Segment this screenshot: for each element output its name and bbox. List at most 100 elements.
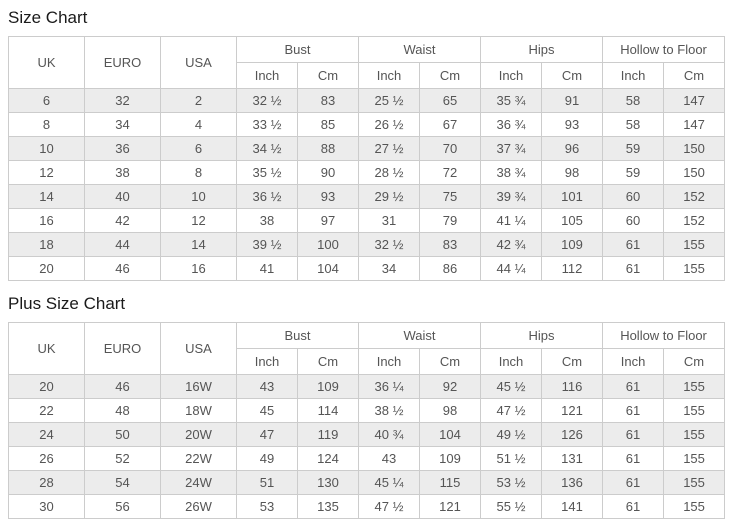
column-group-header: Hips xyxy=(480,36,604,63)
table-cell: 56 xyxy=(84,494,161,519)
table-cell: 88 xyxy=(296,136,360,161)
table-cell: 101 xyxy=(541,184,604,209)
subcolumn-header: Cm xyxy=(296,348,360,375)
table-cell: 115 xyxy=(419,470,482,495)
table-cell: 147 xyxy=(663,88,726,113)
table-cell: 93 xyxy=(296,184,360,209)
table-cell: 42 xyxy=(84,208,161,233)
table-cell: 39 ¾ xyxy=(480,184,543,209)
table-cell: 97 xyxy=(296,208,360,233)
table-row: 30 56 26W 53 135 47 ½ 121 55 ½ 141 61 155 xyxy=(8,494,726,519)
table-cell: 59 xyxy=(602,160,665,185)
table-cell: 39 ½ xyxy=(236,232,298,257)
table-cell: 91 xyxy=(541,88,604,113)
table-cell: 30 xyxy=(8,494,85,519)
table-cell: 155 xyxy=(663,422,726,447)
table-cell: 155 xyxy=(663,494,726,519)
table-cell: 58 xyxy=(602,88,665,113)
table-cell: 34 ½ xyxy=(236,136,298,161)
table-cell: 32 ½ xyxy=(358,232,421,257)
table-row: 18 44 14 39 ½ 100 32 ½ 83 42 ¾ 109 61 155 xyxy=(8,232,726,257)
table-cell: 49 ½ xyxy=(480,422,543,447)
table-row: 26 52 22W 49 124 43 109 51 ½ 131 61 155 xyxy=(8,446,726,471)
table-cell: 10 xyxy=(8,136,85,161)
table-cell: 37 ¾ xyxy=(480,136,543,161)
table-cell: 51 xyxy=(236,470,298,495)
table-cell: 38 xyxy=(236,208,298,233)
table-cell: 152 xyxy=(663,208,726,233)
subcolumn-header: Inch xyxy=(480,62,543,89)
table-cell: 152 xyxy=(663,184,726,209)
table-cell: 8 xyxy=(160,160,237,185)
table-cell: 109 xyxy=(296,374,360,399)
table-cell: 105 xyxy=(541,208,604,233)
table-cell: 29 ½ xyxy=(358,184,421,209)
table-cell: 112 xyxy=(541,256,604,281)
table-row: 22 48 18W 45 114 38 ½ 98 47 ½ 121 61 155 xyxy=(8,398,726,423)
table-cell: 52 xyxy=(84,446,161,471)
table-cell: 36 ¼ xyxy=(358,374,421,399)
table-cell: 47 ½ xyxy=(480,398,543,423)
table-cell: 47 ½ xyxy=(358,494,421,519)
table-cell: 20W xyxy=(160,422,237,447)
table-row: 12 38 8 35 ½ 90 28 ½ 72 38 ¾ 98 59 150 xyxy=(8,160,726,185)
subcolumn-header: Cm xyxy=(663,348,726,375)
table-cell: 61 xyxy=(602,446,665,471)
table-cell: 45 xyxy=(236,398,298,423)
table-cell: 61 xyxy=(602,470,665,495)
table-cell: 35 ¾ xyxy=(480,88,543,113)
table-cell: 70 xyxy=(419,136,482,161)
table-cell: 150 xyxy=(663,136,726,161)
subcolumn-header: Cm xyxy=(419,348,482,375)
table-cell: 59 xyxy=(602,136,665,161)
table-cell: 38 ½ xyxy=(358,398,421,423)
table-cell: 150 xyxy=(663,160,726,185)
table-cell: 90 xyxy=(296,160,360,185)
table-cell: 36 ¾ xyxy=(480,112,543,137)
table-cell: 10 xyxy=(160,184,237,209)
subcolumn-header: Inch xyxy=(236,348,298,375)
table-cell: 60 xyxy=(602,184,665,209)
table-cell: 22W xyxy=(160,446,237,471)
table-cell: 141 xyxy=(541,494,604,519)
table-cell: 14 xyxy=(160,232,237,257)
table-cell: 26W xyxy=(160,494,237,519)
table-cell: 67 xyxy=(419,112,482,137)
table-cell: 54 xyxy=(84,470,161,495)
table-cell: 136 xyxy=(541,470,604,495)
column-group-header: Waist xyxy=(358,36,482,63)
table-row: 16 42 12 38 97 31 79 41 ¼ 105 60 152 xyxy=(8,208,726,233)
table-cell: 121 xyxy=(419,494,482,519)
size-chart-section: Size Chart UK EURO USA Bust Waist Hips Hollow … xyxy=(8,8,730,281)
table-cell: 32 ½ xyxy=(236,88,298,113)
table-cell: 83 xyxy=(419,232,482,257)
table-cell: 96 xyxy=(541,136,604,161)
table-cell: 61 xyxy=(602,422,665,447)
table-cell: 6 xyxy=(8,88,85,113)
table-cell: 155 xyxy=(663,470,726,495)
table-row: 6 32 2 32 ½ 83 25 ½ 65 35 ¾ 91 58 147 xyxy=(8,88,726,113)
table-cell: 46 xyxy=(84,374,161,399)
size-chart-table: UK EURO USA Bust Waist Hips Hollow to Floor Inc… xyxy=(8,36,726,281)
table-cell: 75 xyxy=(419,184,482,209)
table-row: 20 46 16W 43 109 36 ¼ 92 45 ½ 116 61 155 xyxy=(8,374,726,399)
table-cell: 155 xyxy=(663,398,726,423)
table-cell: 98 xyxy=(541,160,604,185)
table-cell: 155 xyxy=(663,256,726,281)
table-cell: 34 xyxy=(358,256,421,281)
table-cell: 135 xyxy=(296,494,360,519)
table-cell: 40 ¾ xyxy=(358,422,421,447)
table-cell: 35 ½ xyxy=(236,160,298,185)
table-cell: 38 xyxy=(84,160,161,185)
table-cell: 86 xyxy=(419,256,482,281)
table-cell: 45 ½ xyxy=(480,374,543,399)
table-cell: 16 xyxy=(8,208,85,233)
table-cell: 12 xyxy=(8,160,85,185)
subcolumn-header: Cm xyxy=(541,348,604,375)
table-row: 24 50 20W 47 119 40 ¾ 104 49 ½ 126 61 155 xyxy=(8,422,726,447)
table-cell: 47 xyxy=(236,422,298,447)
table-cell: 79 xyxy=(419,208,482,233)
column-group-header: Waist xyxy=(358,322,482,349)
table-cell: 44 xyxy=(84,232,161,257)
table-cell: 12 xyxy=(160,208,237,233)
